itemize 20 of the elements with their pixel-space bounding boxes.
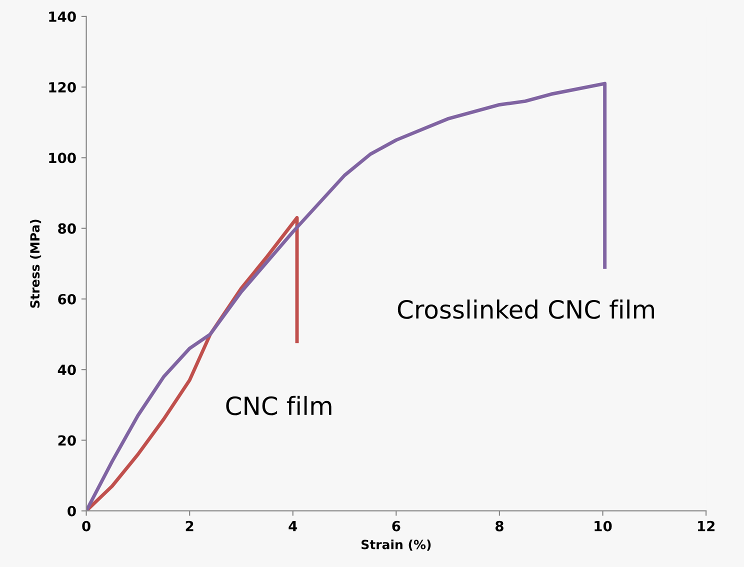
y-tick-label: 20 [58, 435, 76, 446]
y-tick-label: 40 [58, 364, 76, 376]
x-tick-label: 12 [698, 520, 715, 532]
x-axis-title: Strain (%) [362, 540, 431, 551]
y-tick-label: 100 [49, 152, 76, 164]
x-tick-label: 6 [392, 520, 400, 532]
line-series [86, 82, 607, 511]
x-tick-label: 0 [82, 520, 90, 532]
y-axis-title: Stress (MPa) [30, 220, 42, 308]
y-tick-label: 60 [58, 294, 76, 304]
x-tick-label: 4 [288, 521, 298, 532]
x-tick-label: 2 [186, 520, 194, 532]
text: Crosslinked CNC film [398, 300, 654, 319]
y-tick-label: 80 [58, 223, 76, 234]
y-tick-label: 120 [49, 82, 76, 93]
y-tick-label: 140 [49, 11, 76, 22]
y-tick-label: 0 [68, 506, 76, 516]
x-tick-label: 8 [495, 520, 504, 532]
series-label: CNC film [226, 396, 332, 416]
x-tick-label: 10 [594, 520, 612, 532]
